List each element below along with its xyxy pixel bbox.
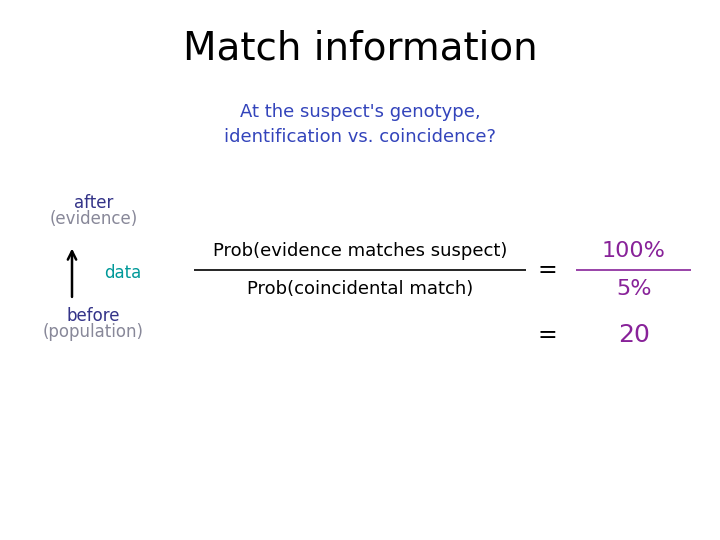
Text: =: = bbox=[537, 258, 557, 282]
Text: At the suspect's genotype,
identification vs. coincidence?: At the suspect's genotype, identificatio… bbox=[224, 103, 496, 146]
Text: 100%: 100% bbox=[602, 241, 665, 261]
Text: (population): (population) bbox=[43, 323, 144, 341]
Text: =: = bbox=[537, 323, 557, 347]
Text: Prob(coincidental match): Prob(coincidental match) bbox=[247, 280, 473, 298]
Text: after: after bbox=[74, 193, 113, 212]
Text: (evidence): (evidence) bbox=[50, 210, 138, 228]
Text: data: data bbox=[104, 264, 142, 282]
Text: Prob(evidence matches suspect): Prob(evidence matches suspect) bbox=[213, 242, 507, 260]
Text: before: before bbox=[67, 307, 120, 325]
Text: 5%: 5% bbox=[616, 279, 652, 299]
Text: Match information: Match information bbox=[183, 30, 537, 68]
Text: 20: 20 bbox=[618, 323, 649, 347]
